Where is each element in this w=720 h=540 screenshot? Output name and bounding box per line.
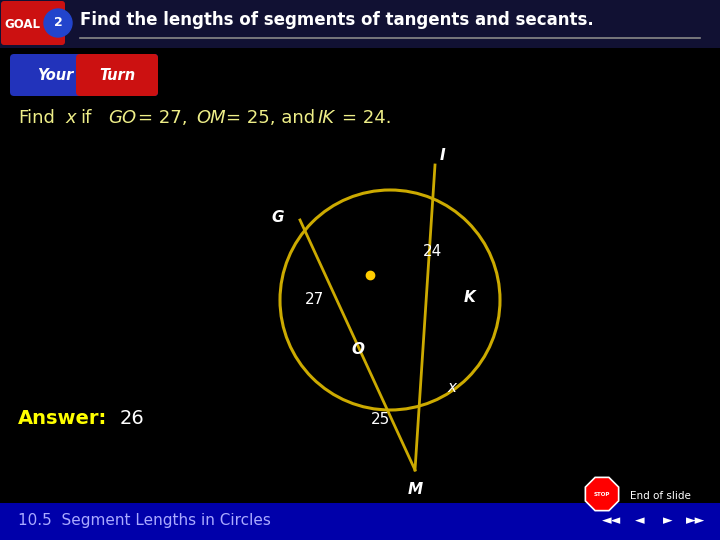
Text: 2: 2 — [53, 17, 63, 30]
Text: STOP: STOP — [594, 491, 610, 496]
Bar — [0, 503, 720, 540]
Text: 26: 26 — [120, 408, 145, 428]
Text: M: M — [408, 483, 423, 497]
Text: I: I — [439, 147, 445, 163]
Text: IK: IK — [318, 109, 335, 127]
Text: End of slide: End of slide — [630, 491, 691, 501]
Text: GO: GO — [108, 109, 136, 127]
Text: Your: Your — [37, 69, 73, 84]
Text: Answer:: Answer: — [18, 408, 107, 428]
Text: ◄◄: ◄◄ — [603, 515, 621, 528]
Text: 24: 24 — [423, 245, 441, 260]
Text: G: G — [271, 211, 284, 226]
Text: GOAL: GOAL — [4, 17, 40, 30]
Text: x: x — [448, 381, 456, 395]
Text: = 27,: = 27, — [138, 109, 187, 127]
Text: = 25, and: = 25, and — [226, 109, 315, 127]
Text: Turn: Turn — [99, 69, 135, 84]
FancyBboxPatch shape — [10, 54, 158, 96]
Text: Find: Find — [18, 109, 55, 127]
Text: 25: 25 — [370, 413, 390, 428]
Text: Find the lengths of segments of tangents and secants.: Find the lengths of segments of tangents… — [80, 11, 594, 29]
Text: ►: ► — [663, 515, 672, 528]
Text: ◄: ◄ — [635, 515, 645, 528]
Text: ►►: ►► — [686, 515, 706, 528]
Circle shape — [44, 9, 72, 37]
Text: 10.5  Segment Lengths in Circles: 10.5 Segment Lengths in Circles — [18, 514, 271, 529]
Text: = 24.: = 24. — [342, 109, 392, 127]
Bar — [0, 0, 720, 48]
Text: K: K — [464, 291, 476, 306]
Text: if: if — [80, 109, 91, 127]
Text: OM: OM — [196, 109, 225, 127]
Text: O: O — [351, 342, 364, 357]
FancyBboxPatch shape — [76, 54, 158, 96]
Text: 27: 27 — [305, 293, 325, 307]
FancyBboxPatch shape — [1, 1, 65, 45]
Text: x: x — [65, 109, 76, 127]
